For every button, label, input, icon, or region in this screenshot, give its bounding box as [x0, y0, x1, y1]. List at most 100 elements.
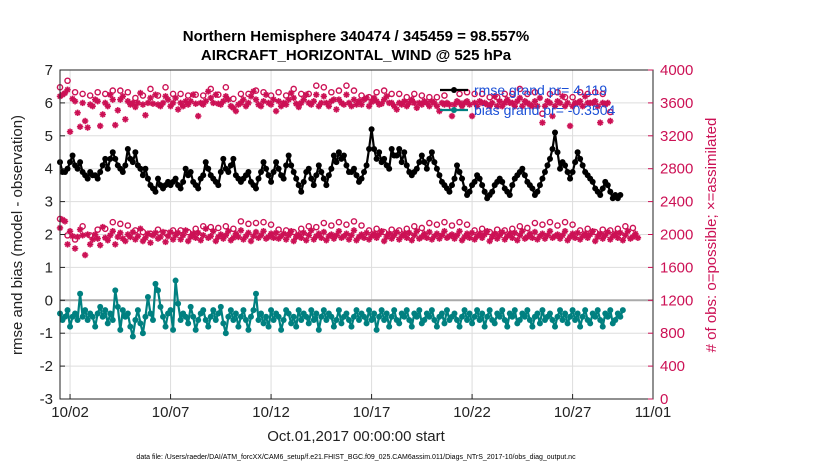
obs-assimilated-point [177, 236, 184, 243]
obs-star-stroke [351, 96, 357, 103]
obs-star-stroke [424, 100, 430, 106]
series-point-bias [290, 313, 297, 320]
series-point-rmse [142, 165, 149, 172]
obs-star-stroke [336, 228, 342, 235]
obs-assimilated-point [433, 230, 441, 237]
series-point-bias [509, 313, 516, 320]
series-point-rmse [459, 175, 466, 182]
obs-assimilated-point [252, 228, 260, 236]
obs-possible-point [101, 225, 109, 233]
obs-assimilated-point [270, 234, 277, 241]
obs-assimilated-point [576, 98, 584, 105]
series-point-rmse [84, 175, 91, 182]
obs-assimilated-point [94, 98, 101, 105]
series-point-rmse [413, 165, 420, 172]
obs-assimilated-point [220, 235, 227, 242]
series-point-rmse [599, 185, 606, 192]
obs-star-stroke [383, 93, 390, 100]
obs-assimilated-point [149, 100, 157, 107]
series-point-bias [486, 307, 493, 314]
series-point-bias [255, 317, 262, 324]
x-axis: 10/02 10/07 10/12 10/17 10/22 10/27 11/01 [51, 394, 671, 421]
obs-assimilated-point [71, 98, 79, 105]
obs-possible-point [335, 87, 343, 94]
obs-assimilated-point [212, 237, 219, 245]
obs-assimilated-point [426, 228, 433, 236]
obs-star-stroke [253, 96, 259, 103]
series-point-rmse [129, 159, 136, 166]
series-point-rmse [187, 168, 194, 175]
obs-assimilated-point [237, 227, 245, 234]
series-point-bias [328, 313, 335, 320]
series-point-rmse [335, 149, 342, 156]
obs-assimilated-point [119, 93, 127, 100]
obs-star-stroke [303, 237, 310, 244]
series-point-rmse [104, 165, 111, 172]
obs-assimilated-point [546, 228, 554, 235]
series-point-bias [263, 313, 270, 320]
obs-assimilated-point [217, 101, 225, 108]
obs-possible-point [350, 87, 358, 94]
obs-star-stroke [434, 230, 440, 237]
obs-star-stroke [283, 101, 289, 108]
series-point-bias [476, 317, 483, 324]
obs-star-stroke [506, 230, 513, 237]
obs-star-stroke [348, 232, 355, 239]
series-point-rmse [320, 175, 327, 182]
obs-assimilated-point [476, 230, 483, 237]
series-point-bias [162, 323, 169, 330]
series-point-bias [144, 294, 151, 301]
obs-possible-point [320, 84, 328, 91]
series-point-rmse [333, 159, 340, 166]
obs-star-stroke [413, 105, 420, 111]
obs-star-stroke [439, 232, 445, 239]
obs-assimilated-point [358, 231, 365, 238]
obs-assimilated-point [358, 101, 365, 108]
obs-possible-point [433, 93, 441, 101]
obs-star-stroke [285, 232, 292, 239]
series-point-bias [117, 326, 124, 333]
series-point-rmse [119, 168, 126, 175]
series-point-rmse [195, 185, 202, 192]
obs-star-stroke [122, 238, 129, 244]
obs-assimilated-point [584, 234, 591, 241]
obs-star-stroke [195, 113, 202, 119]
obs-assimilated-point [421, 230, 428, 237]
obs-possible-point [516, 85, 524, 93]
obs-star-stroke [305, 232, 312, 239]
series-point-bias [421, 317, 428, 324]
series-point-bias [64, 307, 71, 314]
series-point-bias [175, 300, 182, 307]
obs-star-stroke [104, 103, 111, 109]
series-point-bias [479, 310, 486, 317]
obs-possible-point [410, 90, 418, 98]
obs-possible-point [169, 227, 177, 234]
y-tick-label: 6 [45, 95, 53, 112]
series-point-rmse [180, 178, 187, 185]
series-point-rmse [529, 185, 536, 192]
y-right-tick-label: 3200 [660, 128, 693, 145]
series-point-rmse [328, 165, 335, 172]
series-point-rmse [283, 162, 290, 169]
obs-assimilated-point [267, 101, 275, 108]
obs-assimilated-point [139, 101, 147, 108]
obs-star-stroke [351, 227, 357, 234]
obs-star-stroke [582, 230, 588, 237]
y-right-tick-label: 3600 [660, 95, 693, 112]
series-point-rmse [122, 162, 129, 169]
series-point-rmse [285, 152, 292, 159]
series-point-bias [240, 307, 247, 314]
obs-star-stroke [408, 237, 415, 244]
obs-star-stroke [190, 230, 196, 237]
obs-possible-point [267, 221, 275, 228]
series-point-bias [391, 307, 398, 314]
obs-assimilated-point [74, 233, 81, 241]
series-point-rmse [536, 182, 543, 189]
series-point-bias [496, 313, 503, 320]
obs-star-stroke [441, 228, 448, 235]
obs-assimilated-point [413, 104, 421, 112]
y-right-tick-label: 4000 [660, 62, 693, 79]
series-point-bias [182, 313, 189, 320]
series-point-bias [245, 326, 252, 333]
obs-star-stroke [346, 100, 352, 106]
